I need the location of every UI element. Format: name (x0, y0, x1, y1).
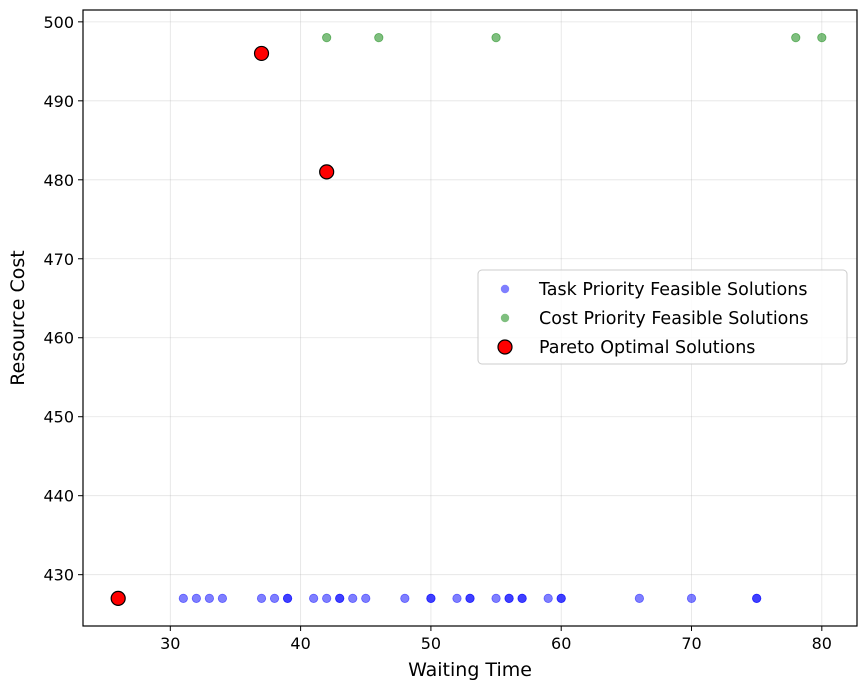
pareto-point (253, 45, 270, 62)
x-tick-label: 70 (681, 634, 701, 653)
data-point (361, 593, 371, 603)
y-tick-label: 490 (43, 92, 74, 111)
pareto-point (319, 164, 335, 180)
data-point (817, 33, 827, 43)
y-tick-label: 430 (43, 566, 74, 585)
legend-label: Pareto Optimal Solutions (539, 338, 755, 358)
legend: Task Priority Feasible Solutions Cost Pri… (477, 269, 848, 365)
y-tick-label: 460 (43, 329, 74, 348)
data-point (374, 33, 384, 43)
y-axis-ticks: 430 440 450 460 470 480 490 500 (43, 13, 83, 585)
data-point (322, 593, 332, 603)
x-tick-label: 80 (812, 634, 832, 653)
data-point (348, 593, 358, 603)
data-point (282, 593, 293, 603)
x-tick-label: 50 (421, 634, 441, 653)
series-1 (322, 33, 827, 43)
data-point (204, 593, 214, 603)
x-tick-label: 60 (551, 634, 571, 653)
legend-frame (477, 269, 848, 365)
data-point (309, 593, 319, 603)
y-tick-label: 500 (43, 13, 74, 32)
legend-marker (497, 339, 513, 355)
y-axis-label: Resource Cost (7, 250, 29, 385)
x-tick-label: 40 (290, 634, 310, 653)
data-point (269, 593, 280, 603)
data-point (556, 593, 566, 603)
legend-label: Task Priority Feasible Solutions (538, 280, 807, 300)
y-tick-label: 450 (43, 408, 74, 427)
data-point (543, 593, 553, 603)
data-point (491, 33, 501, 43)
legend-label: Cost Priority Feasible Solutions (539, 309, 809, 329)
series-2 (110, 45, 335, 606)
y-tick-label: 470 (43, 250, 74, 269)
data-point (217, 593, 228, 603)
data-point (400, 593, 410, 603)
data-point (465, 593, 475, 603)
legend-marker (500, 284, 510, 294)
data-point (335, 593, 345, 603)
y-tick-label: 480 (43, 171, 74, 190)
data-point (752, 593, 762, 603)
x-axis-ticks: 30 40 50 60 70 80 (160, 626, 832, 653)
series-0 (178, 593, 762, 603)
pareto-point (110, 590, 126, 606)
y-tick-label: 440 (43, 487, 74, 506)
x-tick-label: 30 (160, 634, 180, 653)
data-point (491, 593, 501, 603)
data-point (686, 593, 697, 603)
legend-marker (500, 313, 510, 323)
data-point (426, 593, 436, 603)
data-point (517, 593, 527, 603)
data-point (322, 33, 332, 43)
data-point (256, 593, 267, 603)
data-point (452, 593, 462, 603)
series-layer (110, 33, 827, 606)
x-axis-label: Waiting Time (408, 659, 532, 681)
data-point (634, 593, 644, 603)
data-point (504, 593, 514, 603)
data-point (178, 593, 188, 603)
data-point (791, 33, 801, 43)
data-point (191, 593, 201, 603)
plot-frame (82, 9, 858, 627)
